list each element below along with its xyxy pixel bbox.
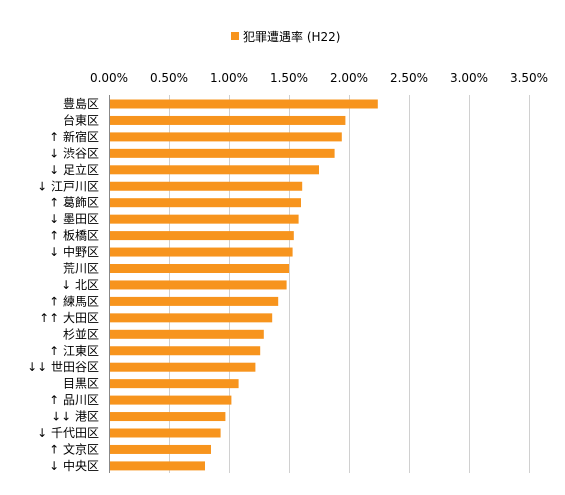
bar xyxy=(110,379,239,389)
category-label: 豊島区 xyxy=(63,96,99,111)
category-label: 台東区 xyxy=(63,112,99,127)
category-label: ↓↓ 世田谷区 xyxy=(27,360,99,374)
x-tick-label: 0.50% xyxy=(150,71,188,85)
category-label: ↑ 江東区 xyxy=(49,344,99,358)
category-label: ↓ 足立区 xyxy=(49,162,99,177)
bar xyxy=(110,214,299,224)
category-label: ↑ 新宿区 xyxy=(49,129,99,144)
category-label: ↑ 品川区 xyxy=(49,393,99,407)
bar xyxy=(110,444,211,454)
category-label: ↓ 中野区 xyxy=(49,244,99,259)
category-label: ↓ 江戸川区 xyxy=(37,179,99,193)
bar xyxy=(110,280,287,290)
x-tick-label: 0.00% xyxy=(90,71,128,85)
bar xyxy=(110,329,264,339)
bar xyxy=(110,395,232,405)
category-label: ↓ 墨田区 xyxy=(49,212,99,226)
category-label: 杉並区 xyxy=(63,327,99,341)
bars xyxy=(110,99,378,471)
x-tick-label: 2.00% xyxy=(330,71,368,85)
bar xyxy=(110,247,293,257)
category-label: ↑↑ 大田区 xyxy=(39,311,99,325)
x-tick-label: 1.50% xyxy=(270,71,308,85)
legend-swatch xyxy=(231,32,239,40)
category-label: 目黒区 xyxy=(63,377,99,391)
bar xyxy=(110,198,301,208)
bar xyxy=(110,362,256,372)
x-axis-ticks: 0.00% 0.50% 1.00% 1.50% 2.00% 2.50% 3.00% 3.50% xyxy=(90,71,548,85)
bar xyxy=(110,461,205,471)
bar xyxy=(110,428,221,438)
x-tick-label: 1.00% xyxy=(210,71,248,85)
bar xyxy=(110,231,294,241)
bar xyxy=(110,264,289,273)
category-label: 荒川区 xyxy=(63,262,99,276)
bar xyxy=(110,346,261,356)
x-tick-label: 3.50% xyxy=(510,71,548,85)
bar xyxy=(110,313,273,323)
category-label: ↓ 渋谷区 xyxy=(49,146,99,160)
bar xyxy=(110,148,335,158)
bar xyxy=(110,181,303,191)
category-label: ↑ 葛飾区 xyxy=(49,196,99,210)
category-label: ↑ 板橋区 xyxy=(49,229,99,243)
x-tick-label: 3.00% xyxy=(450,71,488,85)
bar xyxy=(110,412,226,422)
category-label: ↓ 千代田区 xyxy=(37,426,99,440)
legend-label: 犯罪遭遇率 (H22) xyxy=(243,29,340,44)
bar xyxy=(110,165,319,175)
bar xyxy=(110,132,342,142)
bar xyxy=(110,99,378,109)
bar xyxy=(110,115,346,125)
category-label: ↓ 中央区 xyxy=(49,458,99,473)
category-label: ↑ 文京区 xyxy=(49,441,99,456)
category-label: ↓↓ 港区 xyxy=(51,410,99,424)
x-tick-label: 2.50% xyxy=(390,71,428,85)
category-label: ↓ 北区 xyxy=(61,278,99,292)
bar xyxy=(110,296,279,306)
category-label: ↑ 練馬区 xyxy=(49,294,99,308)
legend: 犯罪遭遇率 (H22) xyxy=(231,29,340,44)
